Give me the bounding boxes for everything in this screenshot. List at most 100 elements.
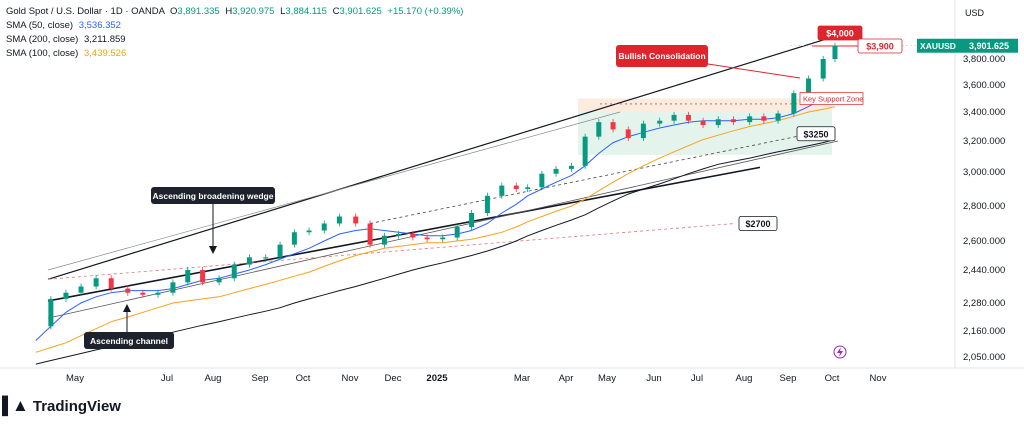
candle-body (671, 114, 677, 121)
x-tick-label: 2025 (426, 373, 448, 384)
x-tick-label: Jul (161, 373, 173, 384)
price-tag-text: 3,901.625 (969, 41, 1009, 51)
candle-body (820, 59, 826, 79)
indicator-label: SMA (200, close) (6, 34, 79, 45)
candle-body (424, 237, 430, 240)
candle-body (216, 278, 222, 283)
candle-body (791, 93, 797, 114)
lightning-icon (837, 347, 843, 357)
channel-callout-text: Ascending channel (90, 336, 168, 346)
channel-callout-box (84, 332, 174, 349)
indicator-row-sma200[interactable]: SMA (200, close) 3,211.859 (6, 33, 463, 47)
x-tick-label: Nov (342, 373, 359, 384)
key-support-zone-upper (578, 98, 832, 112)
x-tick-label: May (598, 373, 616, 384)
candle-body (170, 282, 176, 293)
x-tick-label: Jul (691, 373, 703, 384)
indicator-row-sma100[interactable]: SMA (100, close) 3,439.526 (6, 47, 463, 61)
candle-body (78, 286, 84, 293)
x-tick-label: May (66, 373, 84, 384)
low-value: 3,884.115 (285, 6, 327, 17)
y-tick-label: 2,600.000 (963, 236, 1005, 247)
x-tick-label: Dec (385, 373, 402, 384)
tradingview-logo[interactable]: ▌▲ TradingView (2, 396, 121, 416)
symbol-tag-text: XAUUSD (920, 41, 956, 51)
x-tick-label: Apr (559, 373, 574, 384)
candle-body (277, 244, 283, 258)
x-tick-label: Sep (252, 373, 269, 384)
candle-body (499, 185, 505, 196)
channel-callout-arrow (123, 304, 131, 312)
candle-body (440, 237, 446, 240)
price-label-3250-box (796, 126, 836, 142)
candle-body (246, 257, 252, 265)
wedge-upper-line (47, 31, 849, 280)
candle-body (761, 116, 767, 121)
candle-body (775, 113, 781, 121)
wedge-callout-arrow (209, 246, 217, 254)
candle-body (640, 123, 646, 139)
indicator-label: SMA (50, close) (6, 20, 74, 31)
candle-body (200, 270, 206, 283)
close-value: 3,901.625 (339, 6, 382, 17)
tradingview-logo-icon: ▌▲ (2, 396, 29, 415)
candle-body (610, 122, 616, 130)
low-label: L (280, 6, 286, 17)
candle-body (125, 288, 131, 293)
annotations: Ascending broadening wedge Ascending chan… (84, 25, 903, 359)
indicator-value: 3,211.859 (83, 34, 126, 45)
chart-legend: Gold Spot / U.S. Dollar · 1D · OANDA O3,… (6, 5, 463, 61)
trendlines (47, 31, 955, 319)
support-3250-dash (369, 133, 811, 224)
price-label-4000-text: $4,000 (826, 29, 854, 39)
price-label-2700-box (738, 216, 778, 231)
y-tick-label: 2,280.000 (963, 298, 1005, 309)
brand-name: TradingView (32, 397, 121, 415)
instrument-row: Gold Spot / U.S. Dollar · 1D · OANDA O3,… (6, 5, 463, 19)
high-label: H (225, 6, 233, 17)
series-line-2 (35, 138, 836, 365)
candle-body (469, 213, 475, 227)
candle-body (321, 223, 327, 231)
indicator-label: SMA (100, close) (6, 48, 79, 59)
currency-label: USD (965, 8, 985, 18)
bullish-callout-pointer (707, 63, 801, 79)
support-zone-label-box (799, 92, 864, 105)
candle-body (381, 235, 387, 245)
candle-body (747, 116, 753, 123)
wedge-callout-box (151, 187, 275, 204)
candle-body (484, 195, 490, 213)
close-label: C (332, 6, 340, 17)
candle-body (454, 227, 460, 238)
series-line-3 (35, 106, 836, 353)
x-tick-label: Oct (825, 373, 840, 384)
price-label-3900-box (857, 38, 903, 54)
price-label-3900-text: $3,900 (866, 42, 894, 52)
x-tick-label: Oct (296, 373, 311, 384)
x-tick-label: Aug (736, 373, 753, 384)
candle-body (63, 292, 69, 299)
price-label-4000-box (817, 25, 863, 41)
candle-body (291, 232, 297, 245)
candle-body (657, 120, 663, 124)
x-tick-label: Sep (780, 373, 797, 384)
x-tick-label: Mar (514, 373, 530, 384)
candle-body (539, 173, 545, 188)
time-axis: May Jul Aug Sep Oct Nov Dec 2025 Mar Apr May Jun Jul… (66, 373, 887, 384)
candle-body (685, 114, 691, 121)
candle-body (231, 264, 237, 279)
indicator-row-sma50[interactable]: SMA (50, close) 3,536.352 (6, 19, 463, 33)
y-tick-label: 3,600.000 (963, 80, 1005, 91)
candle-body (625, 129, 631, 139)
candle-body (185, 270, 191, 283)
candle-body (367, 223, 373, 245)
price-label-2700-text: $2700 (745, 219, 770, 229)
candle-body (48, 298, 54, 327)
candle-body (396, 234, 402, 236)
candle-body (730, 119, 736, 123)
price-candles (48, 42, 838, 330)
support-zone-label-text: Key Support Zone (803, 95, 863, 104)
y-tick-label: 3,400.000 (963, 107, 1005, 118)
instrument-title: Gold Spot / U.S. Dollar · 1D · OANDA (6, 6, 165, 17)
